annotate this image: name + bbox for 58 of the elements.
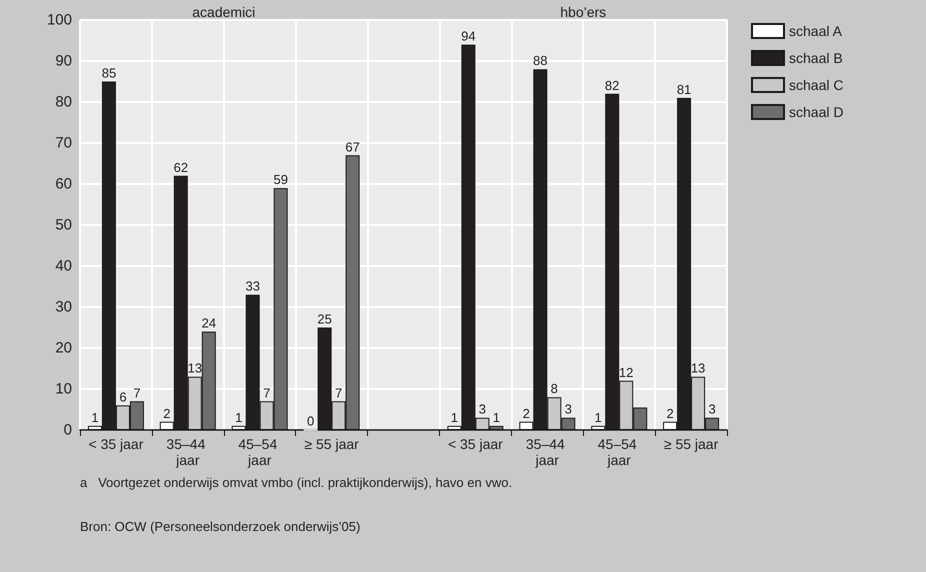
data-label: 1 <box>594 410 602 425</box>
data-label: 1 <box>235 410 242 425</box>
data-label: 12 <box>618 364 634 380</box>
data-label: 2 <box>666 406 674 421</box>
data-label: 59 <box>273 172 288 188</box>
y-tick-label: 0 <box>64 422 72 438</box>
x-tick-label: 45–54 jaar <box>598 436 641 468</box>
data-label: 81 <box>676 82 692 97</box>
data-label: 6 <box>119 389 127 404</box>
data-label: 3 <box>708 402 716 417</box>
data-label: 2 <box>522 406 530 421</box>
legend-label: schaal A <box>789 23 843 39</box>
data-label: 7 <box>263 385 270 400</box>
data-label: 2 <box>163 406 170 421</box>
y-tick-label: 70 <box>55 134 72 152</box>
data-label: 8 <box>550 381 558 396</box>
data-label: 7 <box>133 385 141 400</box>
x-tick-label: ≥ 55 jaar <box>304 436 360 452</box>
data-label: 85 <box>102 66 116 80</box>
data-label: 13 <box>690 360 706 376</box>
x-tick-label: 35–44 jaar <box>526 436 569 468</box>
legend-label: schaal C <box>789 77 844 93</box>
text: a Voortgezet onderwijs omvat vmbo (incl. praktijkonderwijs), havo en vwo. <box>80 475 512 490</box>
x-tick-label: 45–54 jaar <box>238 436 282 468</box>
y-tick-label: 60 <box>55 176 72 192</box>
data-label: 62 <box>174 160 188 175</box>
data-label: 13 <box>188 360 202 376</box>
x-tick-label: < 35 jaar <box>88 436 144 452</box>
data-label: 88 <box>533 53 548 68</box>
data-label: 25 <box>317 312 332 326</box>
legend-label: schaal B <box>789 50 843 66</box>
data-label: 1 <box>492 410 500 425</box>
data-label: 82 <box>604 78 620 93</box>
data-label: 67 <box>345 139 360 154</box>
y-tick-label: 100 <box>46 12 72 28</box>
y-tick-label: 20 <box>55 340 72 356</box>
x-tick-label: < 35 jaar <box>448 436 504 452</box>
y-tick-label: 50 <box>55 216 72 234</box>
text: hbo’ers <box>560 4 606 20</box>
text: academici <box>192 4 256 20</box>
data-label: 94 <box>461 28 476 44</box>
y-tick-label: 90 <box>55 52 72 70</box>
data-label: 1 <box>450 410 458 425</box>
y-tick-label: 10 <box>55 380 72 398</box>
text: Bron: OCW (Personeelsonderzoek onderwijs’05) <box>80 519 360 534</box>
x-tick-label: 35–44 jaar <box>166 436 210 468</box>
data-label: 3 <box>478 402 486 417</box>
y-tick-label: 30 <box>55 298 72 316</box>
legend-label: schaal D <box>789 104 844 120</box>
y-tick-label: 40 <box>55 258 72 274</box>
data-label: 33 <box>245 278 260 294</box>
y-tick-label: 80 <box>55 94 72 110</box>
data-label: 0 <box>306 414 314 428</box>
x-tick-label: ≥ 55 jaar <box>664 436 719 452</box>
data-label: 7 <box>334 385 342 400</box>
data-label: 1 <box>91 410 99 425</box>
data-label: 3 <box>564 402 572 417</box>
data-label: 24 <box>202 316 216 331</box>
